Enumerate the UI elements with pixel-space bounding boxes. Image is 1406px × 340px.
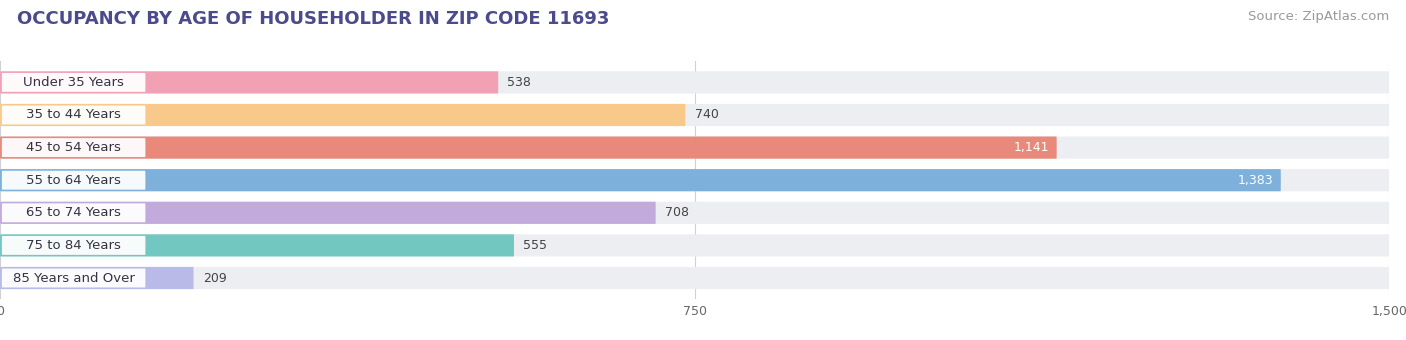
FancyBboxPatch shape	[0, 169, 1281, 191]
Text: 85 Years and Over: 85 Years and Over	[13, 272, 135, 285]
FancyBboxPatch shape	[1, 269, 145, 287]
Text: 45 to 54 Years: 45 to 54 Years	[27, 141, 121, 154]
FancyBboxPatch shape	[0, 71, 498, 94]
Text: 209: 209	[202, 272, 226, 285]
FancyBboxPatch shape	[0, 71, 1389, 94]
FancyBboxPatch shape	[0, 104, 685, 126]
Text: 555: 555	[523, 239, 547, 252]
Text: 65 to 74 Years: 65 to 74 Years	[27, 206, 121, 219]
Text: 740: 740	[695, 108, 718, 121]
Text: 708: 708	[665, 206, 689, 219]
Text: 55 to 64 Years: 55 to 64 Years	[27, 174, 121, 187]
FancyBboxPatch shape	[1, 171, 145, 190]
Text: 1,383: 1,383	[1237, 174, 1274, 187]
FancyBboxPatch shape	[1, 105, 145, 124]
Text: 1,141: 1,141	[1014, 141, 1049, 154]
Text: 35 to 44 Years: 35 to 44 Years	[27, 108, 121, 121]
Text: 538: 538	[508, 76, 531, 89]
Text: OCCUPANCY BY AGE OF HOUSEHOLDER IN ZIP CODE 11693: OCCUPANCY BY AGE OF HOUSEHOLDER IN ZIP C…	[17, 10, 609, 28]
FancyBboxPatch shape	[0, 202, 655, 224]
FancyBboxPatch shape	[1, 73, 145, 92]
FancyBboxPatch shape	[1, 203, 145, 222]
FancyBboxPatch shape	[0, 169, 1389, 191]
FancyBboxPatch shape	[0, 234, 515, 256]
FancyBboxPatch shape	[1, 138, 145, 157]
FancyBboxPatch shape	[0, 137, 1057, 159]
Text: 75 to 84 Years: 75 to 84 Years	[27, 239, 121, 252]
FancyBboxPatch shape	[0, 234, 1389, 256]
Text: Under 35 Years: Under 35 Years	[22, 76, 124, 89]
FancyBboxPatch shape	[0, 267, 194, 289]
FancyBboxPatch shape	[1, 236, 145, 255]
FancyBboxPatch shape	[0, 202, 1389, 224]
FancyBboxPatch shape	[0, 104, 1389, 126]
FancyBboxPatch shape	[0, 137, 1389, 159]
FancyBboxPatch shape	[0, 267, 1389, 289]
Text: Source: ZipAtlas.com: Source: ZipAtlas.com	[1249, 10, 1389, 23]
